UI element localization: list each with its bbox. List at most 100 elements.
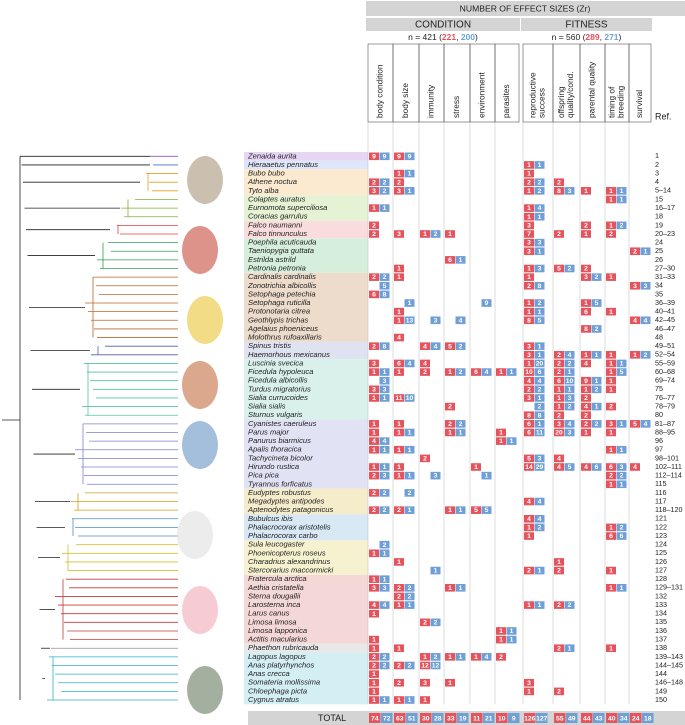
column-header: success	[537, 88, 547, 118]
ref: 112–114	[655, 471, 682, 480]
count-positive-label: 5	[527, 455, 531, 462]
count-negative	[534, 178, 545, 187]
count-negative-label: 1	[538, 309, 542, 316]
species-name: Colaptes auratus	[248, 194, 306, 203]
ref: 144–145	[655, 660, 683, 669]
ref: 36–39	[655, 298, 675, 307]
count-negative-label: 1	[620, 188, 624, 195]
count-positive	[606, 463, 616, 471]
count-negative-label: 1	[459, 257, 463, 264]
count-positive	[420, 661, 430, 670]
count-positive	[606, 428, 616, 437]
column-header: quality/cond.	[565, 71, 575, 118]
count-positive-label: 1	[397, 430, 401, 437]
count-positive	[369, 221, 379, 230]
count-negative-label: 4	[383, 602, 387, 609]
total-value: 33	[447, 715, 455, 722]
count-positive-label: 3	[527, 240, 531, 247]
total-cell	[394, 713, 406, 723]
bird-illustration	[187, 296, 223, 344]
count-positive-label: 2	[372, 222, 376, 229]
count-positive	[581, 402, 591, 411]
count-positive-label: 1	[609, 197, 613, 204]
column-header: environment	[477, 72, 487, 118]
title: NUMBER OF EFFECT SIZES (Zr)	[460, 3, 591, 13]
count-positive-label: 1	[584, 231, 588, 238]
count-negative	[534, 454, 545, 463]
count-positive	[630, 316, 640, 325]
total-cell	[432, 713, 444, 723]
count-negative	[640, 316, 651, 325]
count-positive-label: 2	[557, 412, 561, 419]
count-positive	[471, 463, 481, 471]
count-positive-label: 3	[584, 274, 588, 281]
count-positive	[369, 368, 379, 376]
ref: 122	[655, 522, 667, 531]
count-negative-label: 1	[620, 585, 624, 592]
count-positive-label: 1	[584, 430, 588, 437]
count-positive-label: 2	[372, 231, 376, 238]
count-positive-label: 1	[609, 361, 613, 368]
count-negative-label: 4	[434, 343, 438, 350]
count-negative	[534, 264, 545, 273]
species-name: Eurnomota superciliosa	[248, 203, 327, 212]
count-positive	[554, 428, 564, 437]
species-name: Cygnus atratus	[248, 695, 299, 704]
species-name: Molothrus rufoaxillaris	[248, 333, 322, 342]
total-cell	[581, 713, 593, 723]
count-negative-label: 6	[595, 464, 599, 471]
count-positive-label: 1	[397, 559, 401, 566]
count-positive-label: 1	[372, 697, 376, 704]
count-positive-label: 2	[609, 404, 613, 411]
count-negative-label: 1	[538, 568, 542, 575]
count-positive-label: 4	[527, 378, 531, 385]
count-positive-label: 2	[372, 473, 376, 480]
ref: 134	[655, 609, 667, 618]
count-positive	[524, 601, 534, 609]
count-positive	[524, 351, 534, 359]
species-band	[244, 221, 368, 239]
count-positive-label: 1	[609, 430, 613, 437]
count-positive-label: 2	[584, 395, 588, 402]
count-positive-label: 2	[557, 602, 561, 609]
count-positive-label: 1	[609, 585, 613, 592]
species-name: Parus major	[248, 427, 289, 436]
count-negative	[430, 661, 441, 670]
count-positive	[524, 394, 534, 402]
total-value: 9	[512, 715, 516, 722]
count-negative-label: 1	[408, 473, 412, 480]
count-positive-label: 2	[527, 283, 531, 290]
count-negative-label: 4	[408, 361, 412, 368]
count-positive-label: 4	[557, 455, 561, 462]
count-positive-label: 1	[372, 421, 376, 428]
count-negative	[379, 549, 390, 558]
count-positive	[606, 402, 616, 411]
count-negative	[534, 420, 545, 428]
count-negative-label: 1	[644, 248, 648, 255]
total-cell	[606, 713, 618, 723]
count-positive-label: 4	[633, 317, 637, 324]
count-positive	[445, 506, 455, 514]
count-negative-label: 3	[644, 283, 648, 290]
total-cell	[471, 713, 483, 723]
species-name: Petronia petronia	[248, 264, 306, 273]
count-positive-label: 1	[423, 697, 427, 704]
count-positive	[581, 264, 591, 273]
count-negative	[640, 247, 651, 256]
count-positive	[554, 385, 564, 394]
count-positive-label: 1	[397, 473, 401, 480]
species-name: Tyrannus forficatus	[248, 479, 312, 488]
species-name: Larus canus	[248, 609, 290, 618]
count-negative	[564, 359, 575, 368]
count-negative-label: 2	[434, 619, 438, 626]
count-negative	[379, 368, 390, 376]
count-positive-label: 1	[609, 481, 613, 488]
count-negative	[430, 342, 441, 350]
count-positive	[394, 368, 404, 376]
count-negative	[379, 290, 390, 299]
count-positive	[369, 428, 379, 437]
count-positive	[524, 497, 534, 506]
count-positive-label: 1	[423, 231, 427, 238]
count-positive	[394, 152, 404, 161]
count-positive	[369, 687, 379, 696]
